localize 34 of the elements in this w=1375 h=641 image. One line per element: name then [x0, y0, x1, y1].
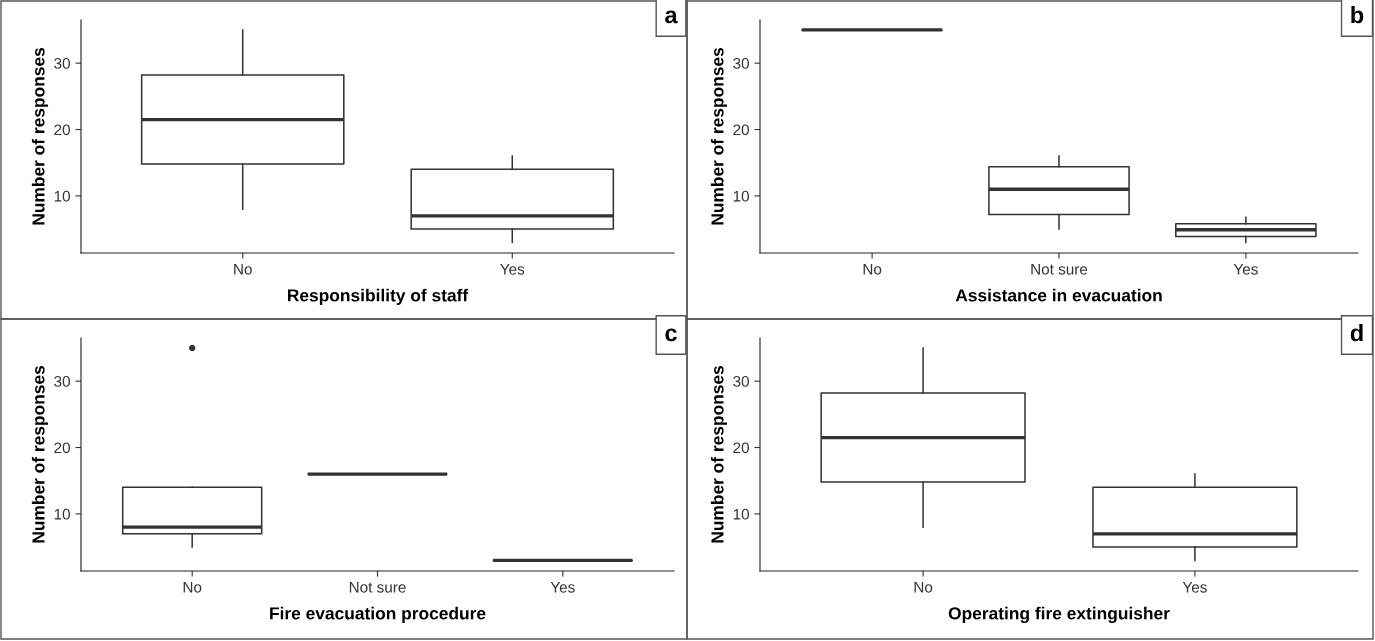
x-tick-label: No — [863, 263, 882, 275]
y-tick-label: 30 — [733, 376, 749, 387]
chart-title: b — [1351, 6, 1364, 24]
x-tick-label: Yes — [1233, 263, 1258, 275]
x-axis-title: Responsibility of staff — [288, 288, 469, 305]
x-axis-title: Operating fire extinguisher — [948, 606, 1170, 624]
y-tick-label: 10 — [54, 508, 70, 520]
chart-title: c — [665, 328, 677, 342]
y-tick-label: 20 — [733, 124, 749, 136]
x-tick-label: Yes — [550, 581, 575, 593]
y-axis-title: Number of responses — [31, 47, 49, 225]
y-tick-label: 20 — [54, 442, 70, 454]
chart-title: a — [665, 10, 678, 24]
x-tick-label: No — [183, 581, 202, 593]
x-tick-label: No — [234, 263, 252, 275]
x-tick-label: Yes — [1182, 581, 1207, 593]
y-axis-title: Number of responses — [710, 365, 728, 543]
y-tick-label: 30 — [54, 58, 70, 69]
y-tick-label: 10 — [733, 508, 749, 520]
chart-title: d — [1350, 324, 1363, 342]
y-tick-label: 30 — [733, 58, 749, 69]
x-axis-title: Fire evacuation procedure — [270, 606, 486, 623]
x-tick-label: Yes — [500, 263, 525, 275]
x-tick-label: Not sure — [1031, 263, 1088, 275]
y-axis-title: Number of responses — [710, 47, 728, 225]
y-tick-label: 30 — [54, 376, 70, 387]
y-axis-title: Number of responses — [31, 365, 49, 543]
y-tick-label: 10 — [54, 190, 70, 202]
y-tick-label: 10 — [733, 190, 749, 202]
x-tick-label: No — [914, 581, 933, 593]
x-axis-title: Assistance in evacuation — [955, 288, 1162, 302]
y-tick-label: 20 — [733, 442, 749, 454]
x-tick-label: Not sure — [349, 581, 406, 593]
y-tick-label: 20 — [54, 124, 70, 136]
